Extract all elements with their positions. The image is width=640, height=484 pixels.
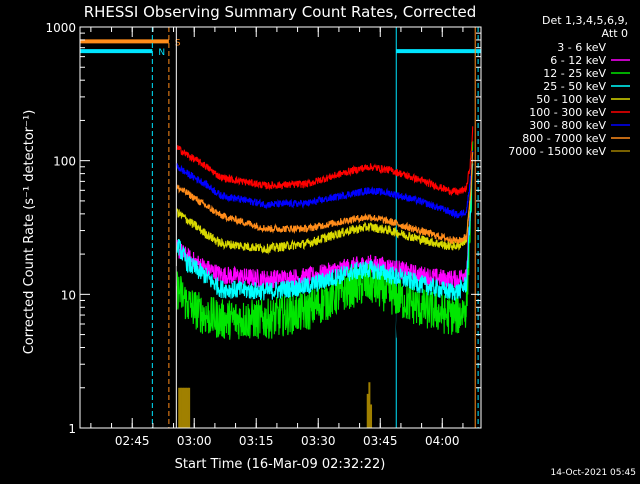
series-line-7: [176, 151, 474, 245]
series-line-3: [176, 163, 474, 301]
x-axis-label: Start Time (16-Mar-09 02:32:22): [175, 457, 386, 472]
x-tick-label: 03:45: [363, 434, 398, 448]
legend-label: 25 - 50 keV: [543, 80, 606, 93]
x-tick-label: 04:00: [425, 434, 460, 448]
plot-frame: [79, 26, 482, 429]
legend-header: Att 0: [602, 27, 628, 40]
legend-label: 12 - 25 keV: [543, 67, 606, 80]
legend-label: 3 - 6 keV: [557, 41, 606, 54]
legend-label: 100 - 300 keV: [529, 106, 606, 119]
data-layer: NS: [80, 27, 481, 428]
series-line-0: [176, 134, 474, 362]
y-tick-label: 100: [53, 155, 76, 169]
legend-label: 6 - 12 keV: [550, 54, 606, 67]
chart-title: RHESSI Observing Summary Count Rates, Co…: [84, 3, 477, 21]
axis-layer: 1 10 100 1000 02:45 03:00 03:15 03:30 03:45 04:00: [45, 21, 482, 448]
x-tick-label: 03:00: [177, 434, 212, 448]
x-tick-label: 03:15: [239, 434, 274, 448]
legend-label: 300 - 800 keV: [529, 119, 606, 132]
series-line-5: [176, 126, 474, 197]
y-tick-label: 10: [61, 288, 76, 302]
legend-label: 800 - 7000 keV: [522, 132, 606, 145]
y-axis-label: Corrected Count Rate (s⁻¹ detector⁻¹): [22, 110, 37, 355]
series-line-6: [176, 150, 474, 219]
legend-label: 50 - 100 keV: [536, 93, 606, 106]
series-line-4: [176, 159, 474, 255]
y-tick-label: 1: [68, 422, 76, 436]
legend-header: Det 1,3,4,5,6,9,: [542, 14, 628, 27]
y-tick-label: 1000: [45, 21, 76, 35]
flag-label-saa: N: [158, 48, 165, 58]
x-tick-label: 02:45: [115, 434, 150, 448]
legend-label: 7000 - 15000 keV: [508, 145, 606, 158]
series-line-2: [176, 141, 474, 340]
flag-label-flare: S: [175, 38, 181, 48]
footer-timestamp: 14-Oct-2021 05:45: [551, 468, 636, 478]
x-tick-label: 03:30: [301, 434, 336, 448]
series-line-1: [176, 159, 474, 289]
